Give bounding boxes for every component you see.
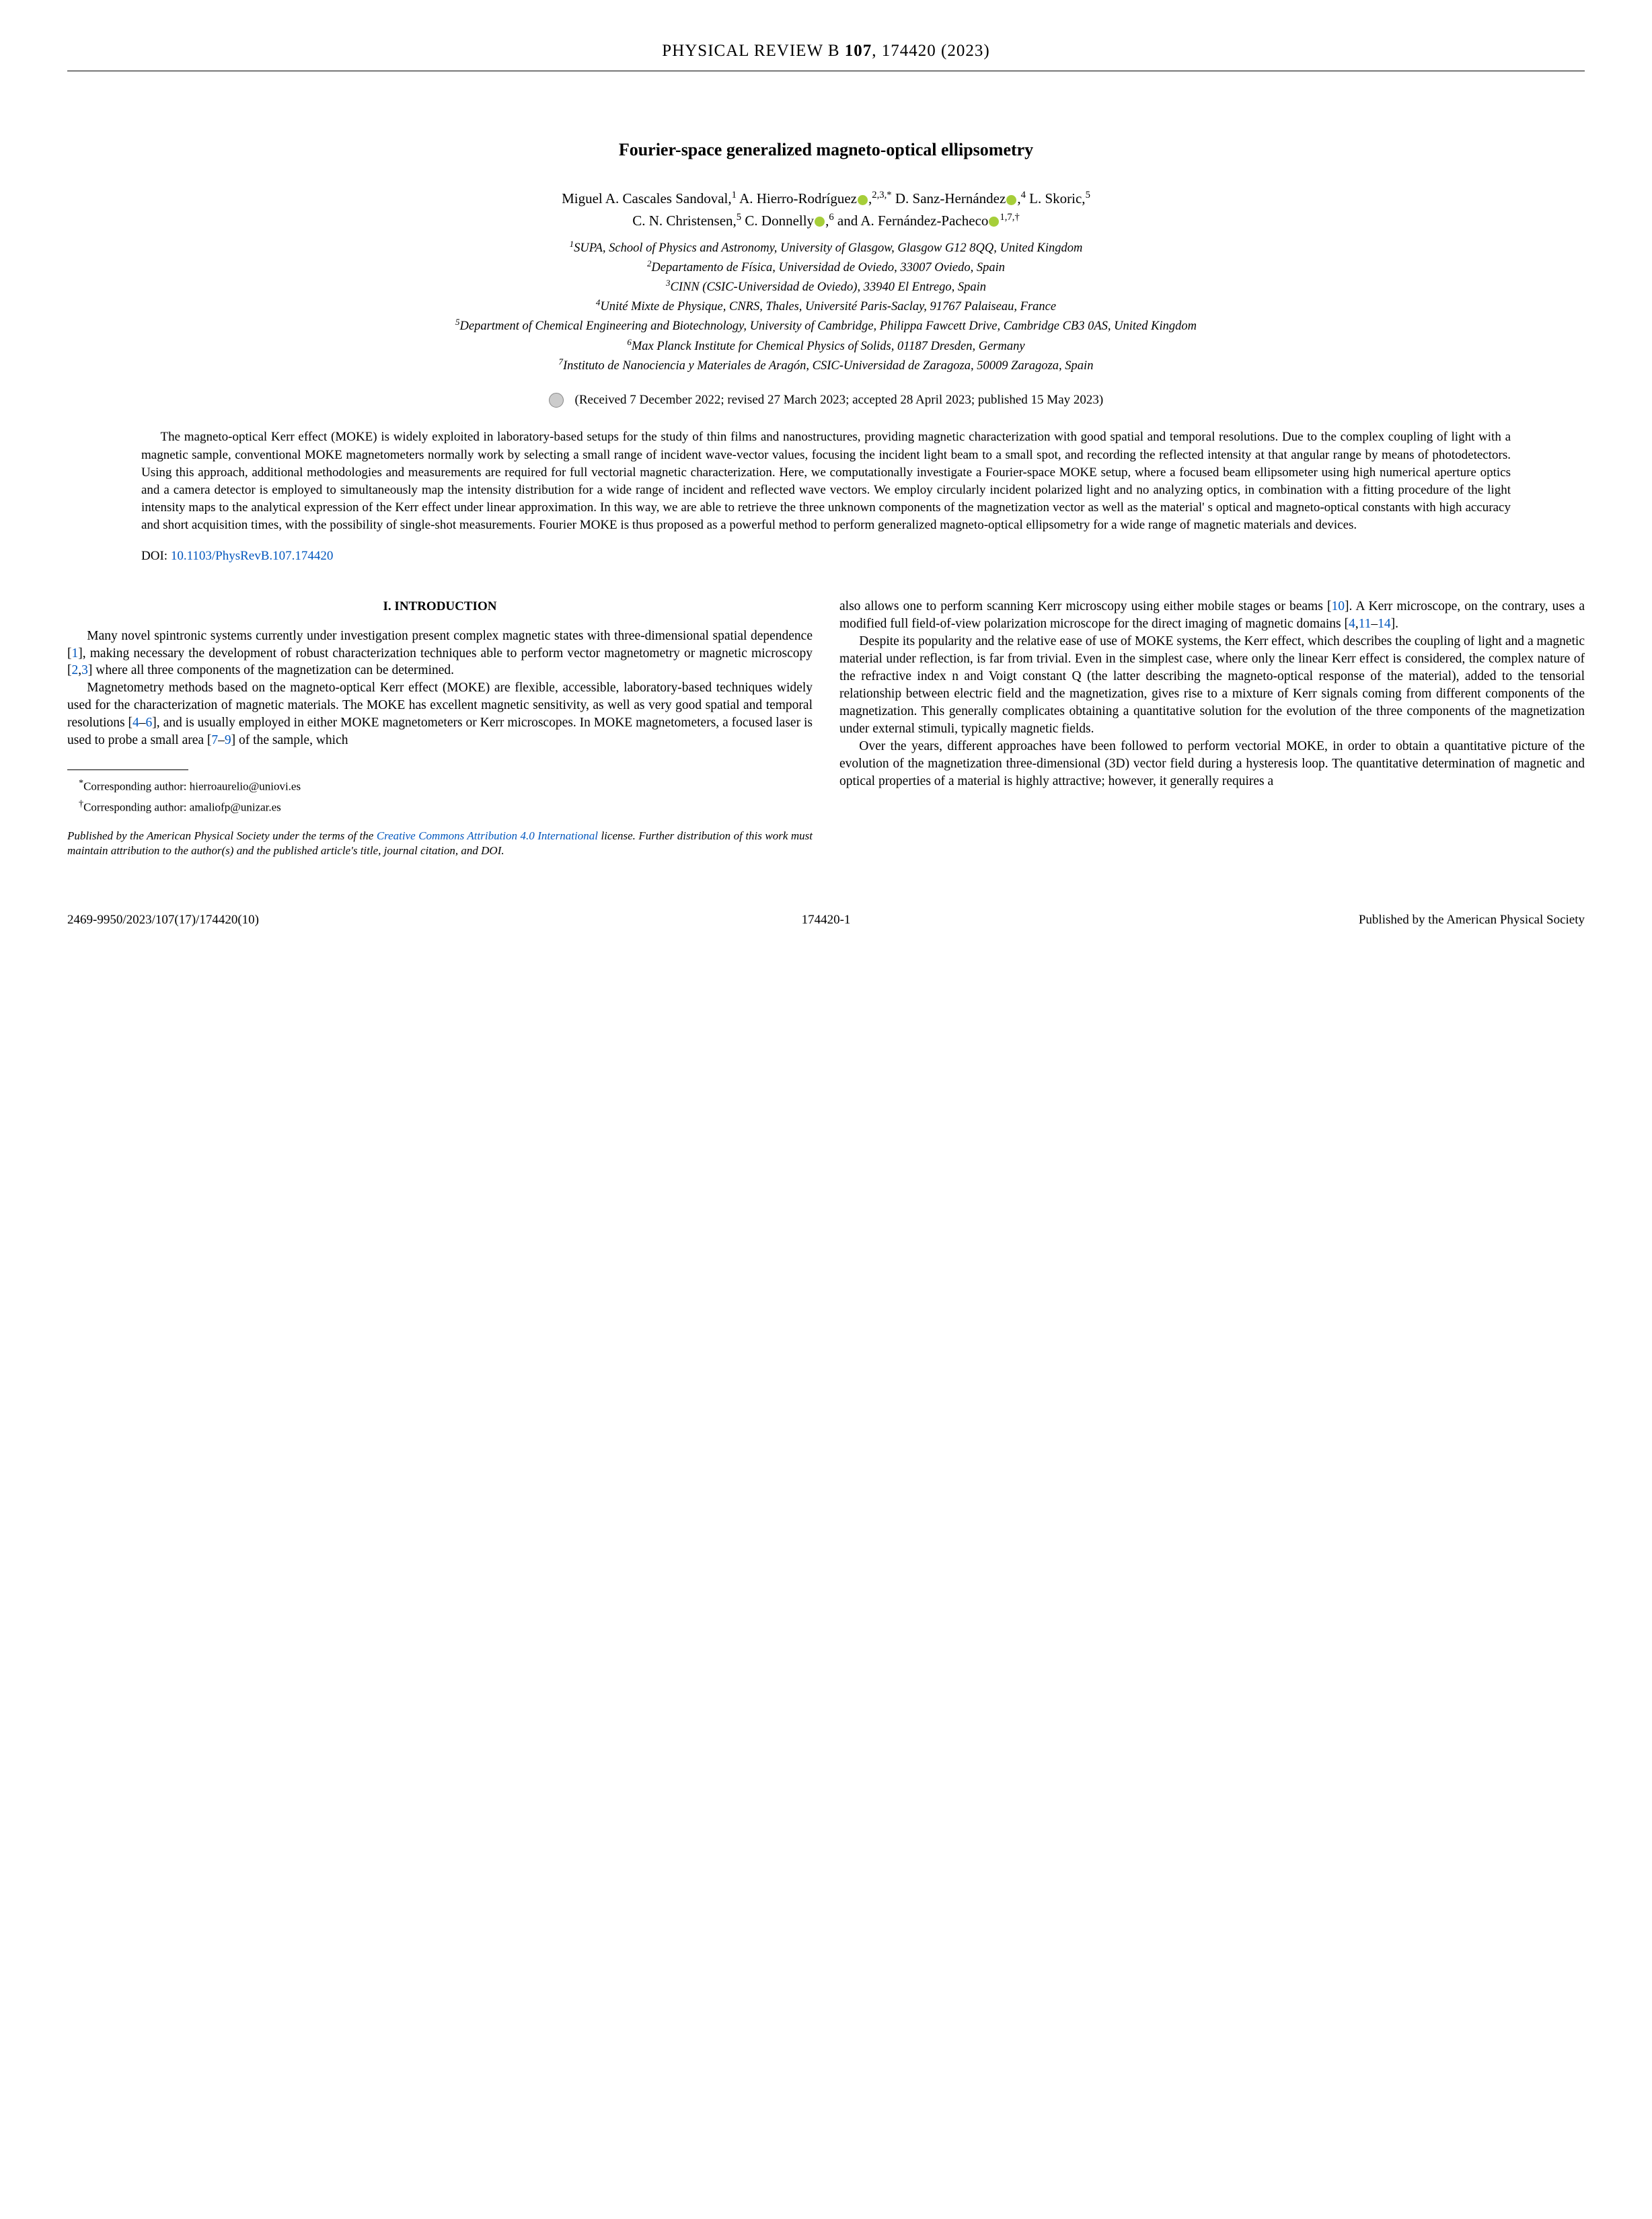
orcid-icon[interactable]: [815, 217, 825, 227]
affil: CINN (CSIC-Universidad de Oviedo), 33940…: [671, 281, 986, 295]
journal-name: PHYSICAL REVIEW B: [662, 42, 839, 60]
author: and A. Fernández-Pacheco: [837, 213, 989, 229]
affil: Unité Mixte de Physique, CNRS, Thales, U…: [600, 301, 1056, 314]
affil-sup: 1: [732, 190, 737, 200]
affil-sup: 5: [737, 212, 741, 223]
orcid-icon[interactable]: [858, 195, 868, 205]
affil: Department of Chemical Engineering and B…: [460, 320, 1197, 334]
affil: SUPA, School of Physics and Astronomy, U…: [574, 241, 1082, 255]
authors-block: Miguel A. Cascales Sandoval,1 A. Hierro-…: [67, 188, 1585, 231]
orcid-icon[interactable]: [989, 217, 999, 227]
citation[interactable]: 3: [81, 663, 88, 677]
running-head: PHYSICAL REVIEW B 107, 174420 (2023): [67, 40, 1585, 71]
author: A. Hierro-Rodríguez: [739, 190, 857, 206]
author: Miguel A. Cascales Sandoval,: [562, 190, 732, 206]
citation[interactable]: 1: [72, 646, 79, 661]
citation[interactable]: 10: [1331, 599, 1345, 613]
affil-sup: 1,7,†: [1000, 212, 1019, 223]
citation[interactable]: 14: [1378, 617, 1391, 631]
doi-link[interactable]: 10.1103/PhysRevB.107.174420: [171, 549, 334, 563]
author: L. Skoric,: [1029, 190, 1085, 206]
citation[interactable]: 4: [1349, 617, 1355, 631]
abstract: The magneto-optical Kerr effect (MOKE) i…: [141, 428, 1511, 534]
citation[interactable]: 11: [1359, 617, 1372, 631]
affil-sup: 4: [1021, 190, 1026, 200]
paragraph: Many novel spintronic systems currently …: [67, 628, 813, 680]
paragraph: Over the years, different approaches hav…: [839, 738, 1585, 790]
article-title: Fourier-space generalized magneto-optica…: [67, 139, 1585, 161]
citation[interactable]: 9: [225, 733, 231, 747]
author: C. Donnelly: [745, 213, 814, 229]
citation[interactable]: 7: [211, 733, 218, 747]
volume: 107: [845, 42, 872, 60]
citation[interactable]: 2: [72, 663, 79, 677]
affil-sup: 6: [829, 212, 833, 223]
author: C. N. Christensen,: [632, 213, 737, 229]
publication-dates: (Received 7 December 2022; revised 27 Ma…: [67, 392, 1585, 409]
body-columns: I. INTRODUCTION Many novel spintronic sy…: [67, 598, 1585, 858]
affil-sup: 2,3,*: [872, 190, 891, 200]
footnote: Corresponding author: hierroaurelio@unio…: [83, 780, 301, 793]
paragraph: Magnetometry methods based on the magnet…: [67, 679, 813, 749]
author: D. Sanz-Hernández: [895, 190, 1006, 206]
affil: Instituto de Nanociencia y Materiales de…: [563, 359, 1093, 373]
footnote-separator: [67, 769, 188, 770]
column-left: I. INTRODUCTION Many novel spintronic sy…: [67, 598, 813, 858]
license-link[interactable]: Creative Commons Attribution 4.0 Interna…: [377, 829, 598, 842]
footer-left: 2469-9950/2023/107(17)/174420(10): [67, 912, 259, 929]
paragraph: Despite its popularity and the relative …: [839, 633, 1585, 738]
affil: Departamento de Física, Universidad de O…: [651, 262, 1005, 275]
footnote: Corresponding author: amaliofp@unizar.es: [83, 800, 281, 813]
dates-text: (Received 7 December 2022; revised 27 Ma…: [575, 393, 1104, 407]
abstract-text: The magneto-optical Kerr effect (MOKE) i…: [141, 430, 1511, 532]
doi-line: DOI: 10.1103/PhysRevB.107.174420: [141, 548, 1511, 565]
affiliations: 1SUPA, School of Physics and Astronomy, …: [67, 238, 1585, 375]
page-footer: 2469-9950/2023/107(17)/174420(10) 174420…: [67, 912, 1585, 929]
citation[interactable]: 6: [146, 716, 153, 730]
orcid-icon[interactable]: [1006, 195, 1016, 205]
doi-label: DOI:: [141, 549, 171, 563]
paragraph: also allows one to perform scanning Kerr…: [839, 598, 1585, 633]
affil-sup: 5: [1086, 190, 1090, 200]
section-heading: I. INTRODUCTION: [67, 598, 813, 615]
footer-center: 174420-1: [802, 912, 851, 929]
footnotes: *Corresponding author: hierroaurelio@uni…: [67, 777, 813, 815]
license-block: Published by the American Physical Socie…: [67, 829, 813, 858]
citation[interactable]: 4: [133, 716, 139, 730]
article-id: , 174420 (2023): [872, 42, 989, 60]
footer-right: Published by the American Physical Socie…: [1359, 912, 1585, 929]
affil: Max Planck Institute for Chemical Physic…: [632, 340, 1025, 353]
column-right: also allows one to perform scanning Kerr…: [839, 598, 1585, 858]
open-access-icon[interactable]: [549, 393, 564, 408]
